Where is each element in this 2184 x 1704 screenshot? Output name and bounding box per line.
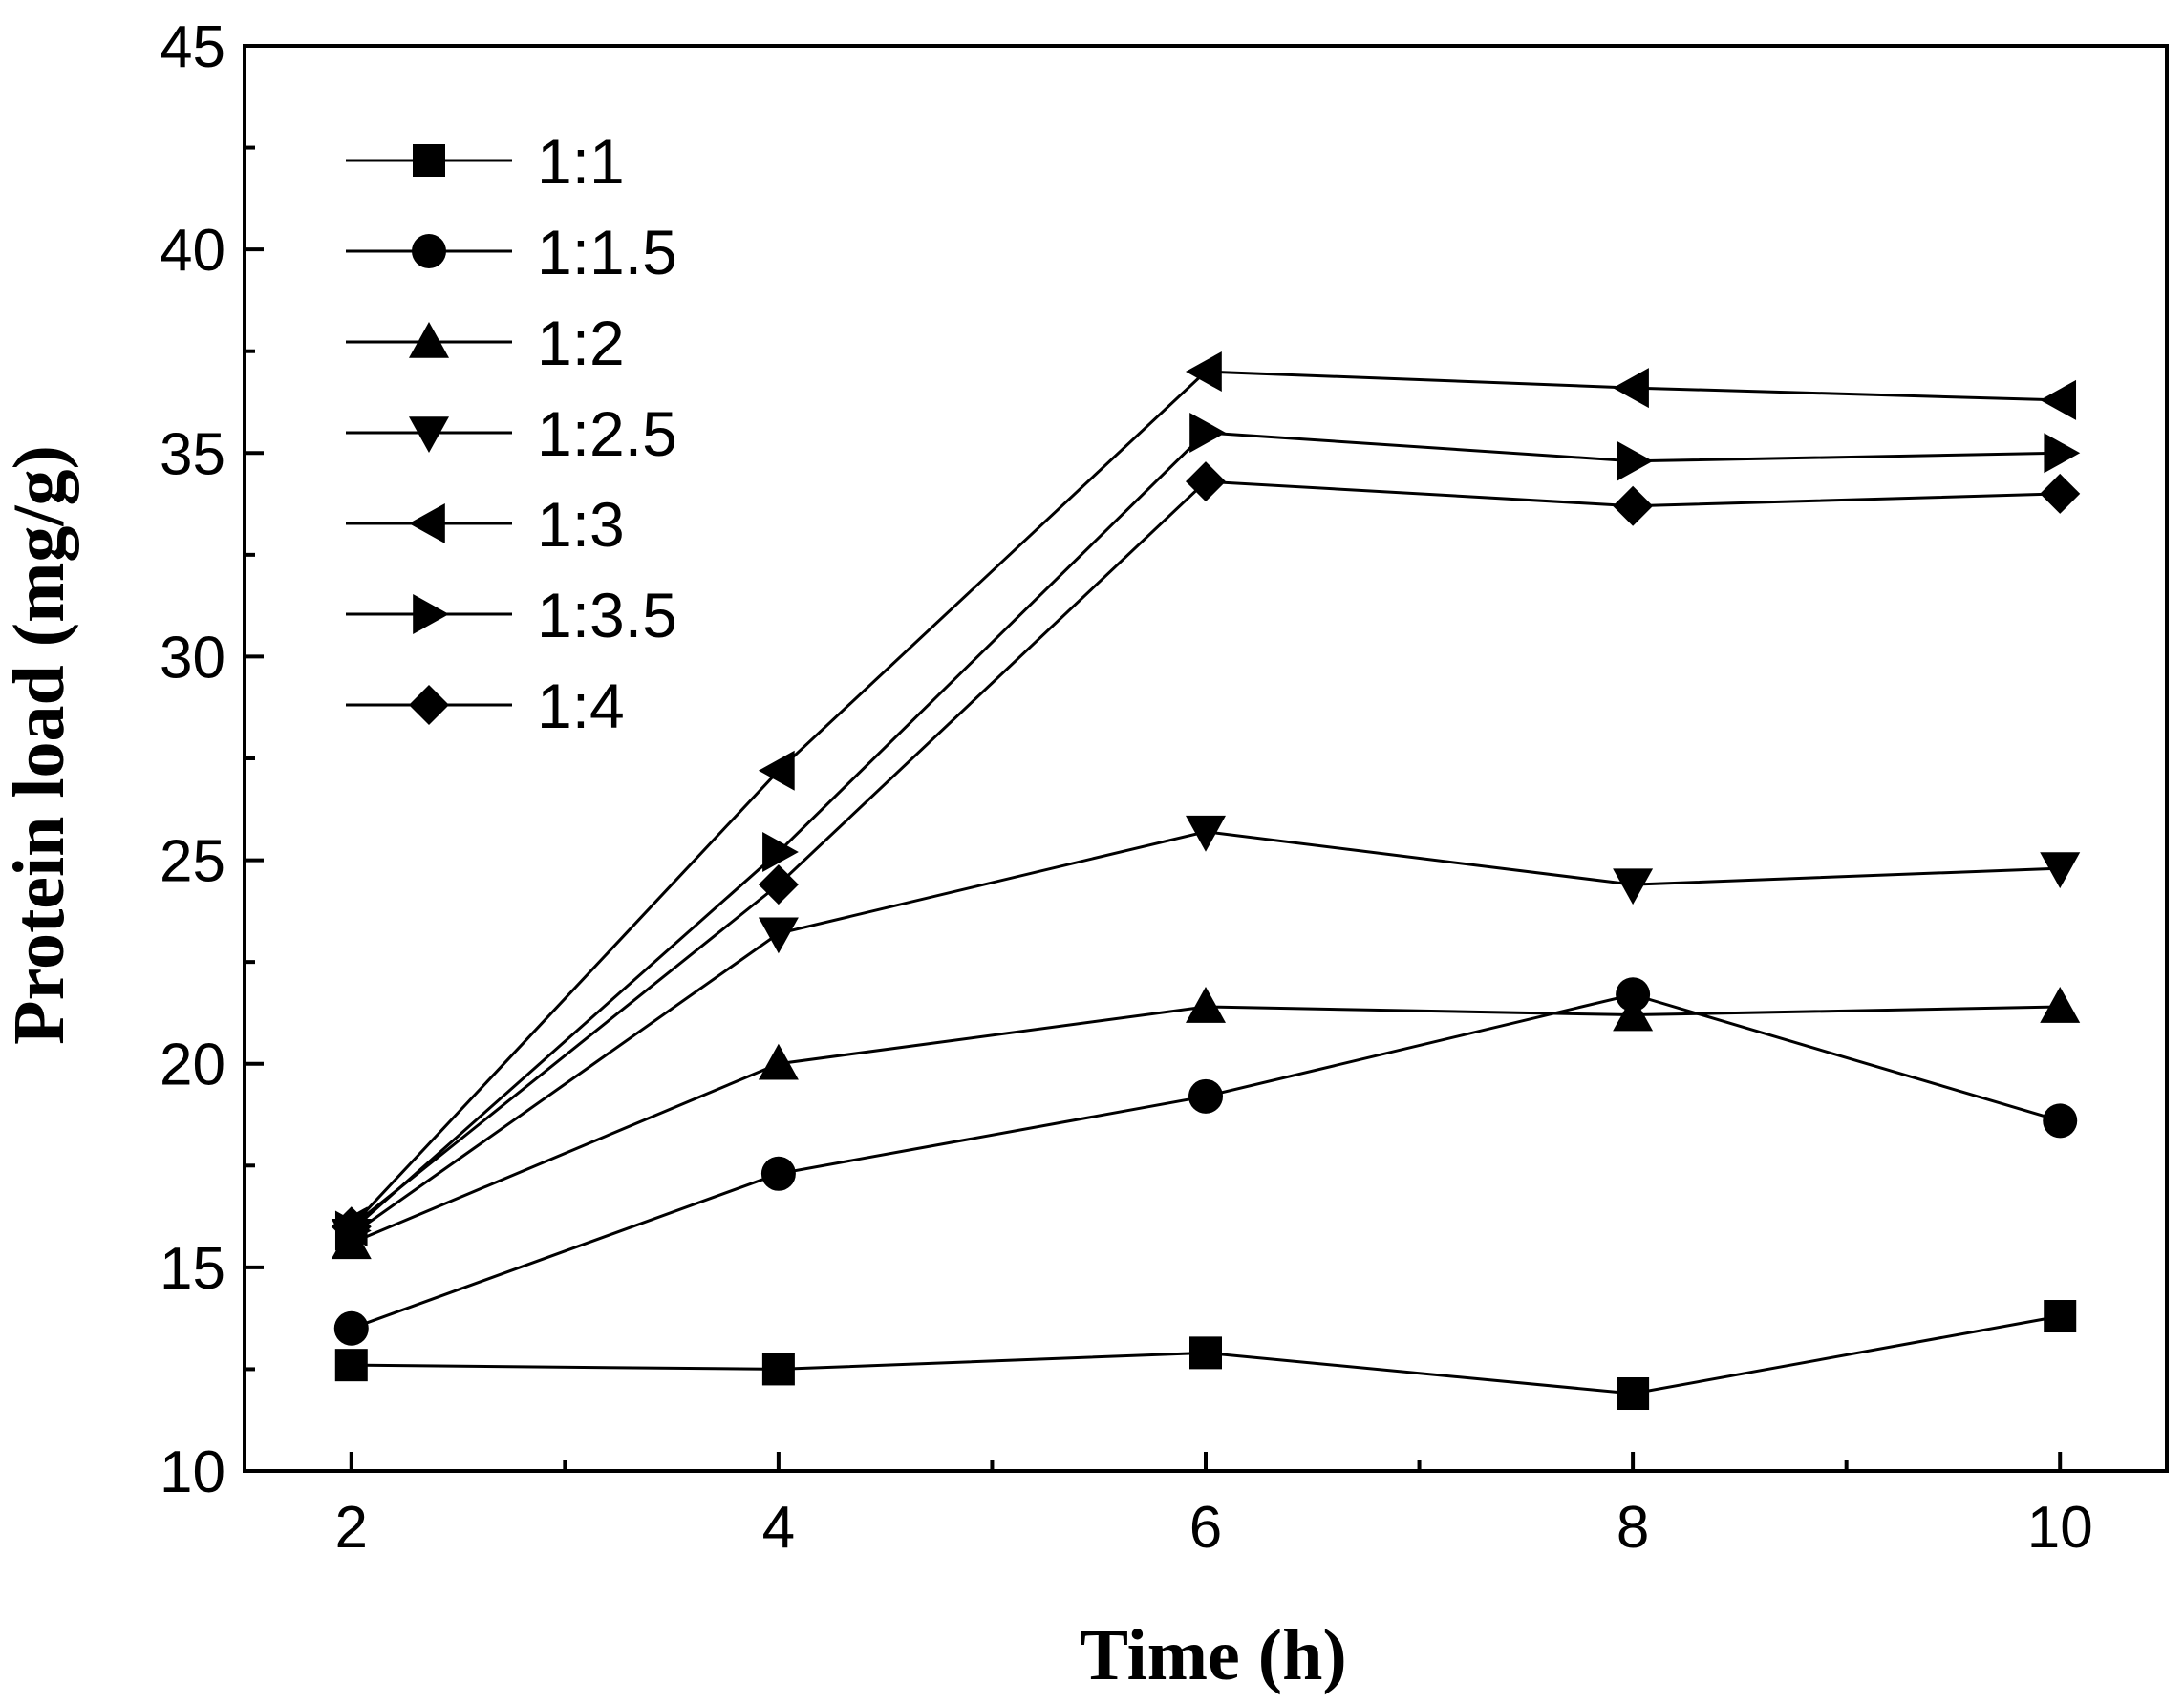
data-point-triangle-right	[1189, 412, 1226, 453]
plot-area-border	[243, 44, 2169, 1473]
series-1-1	[334, 1300, 2077, 1411]
legend-item: 1:3	[346, 489, 625, 560]
data-point-square	[761, 1353, 795, 1386]
data-point-triangle-up	[1186, 987, 1226, 1023]
series-1-2	[331, 987, 2081, 1260]
data-point-triangle-left	[1186, 351, 1222, 393]
data-point-diamond	[2040, 473, 2081, 514]
legend-item: 1:3.5	[346, 580, 677, 650]
data-point-triangle-left	[758, 750, 795, 791]
legend-marker-circle	[412, 234, 446, 268]
data-point-triangle-left	[1613, 368, 1649, 409]
legend-item: 1:1	[346, 126, 625, 197]
data-point-square	[2044, 1300, 2077, 1333]
data-point-diamond	[758, 864, 799, 905]
data-point-triangle-right	[1617, 440, 1654, 481]
legend: 1:1 1:1.5 1:2 1:2.5 1:3 1:3.5 1:4	[346, 126, 677, 741]
series-1-1-5	[333, 977, 2078, 1346]
y-axis-title: Protein load (mg/g)	[0, 445, 79, 1045]
data-point-triangle-right	[762, 832, 799, 873]
series-1-2-5	[331, 815, 2081, 1255]
data-point-square	[334, 1349, 368, 1382]
data-point-triangle-right	[2044, 433, 2081, 474]
legend-label: 1:3	[537, 489, 625, 560]
y-tick-label: 30	[160, 625, 225, 691]
y-tick-label: 40	[160, 218, 225, 284]
legend-label: 1:1.5	[537, 217, 677, 288]
data-point-square	[1189, 1336, 1222, 1370]
y-tick-label: 20	[160, 1033, 225, 1098]
series-line	[350, 830, 2061, 1236]
series-line	[351, 1005, 2061, 1245]
x-tick-label: 4	[762, 1495, 795, 1561]
legend-item: 1:1.5	[346, 217, 677, 288]
legend-label: 1:1	[537, 126, 625, 197]
data-point-circle	[1616, 977, 1651, 1012]
x-axis-title: Time (h)	[1080, 1615, 1346, 1695]
data-point-circle	[2043, 1103, 2078, 1139]
data-point-diamond	[1613, 485, 1654, 526]
series-group	[331, 351, 2081, 1411]
y-tick-label: 25	[160, 829, 225, 895]
data-point-triangle-down	[1186, 815, 1226, 852]
data-point-triangle-down	[1613, 868, 1654, 905]
data-point-square	[1617, 1377, 1650, 1411]
legend-item: 1:4	[346, 671, 625, 741]
x-tick-label: 6	[1189, 1495, 1222, 1561]
legend-label: 1:2.5	[537, 398, 677, 469]
data-point-diamond	[1186, 461, 1226, 502]
legend-item: 1:2	[346, 308, 625, 378]
data-point-triangle-up	[1613, 994, 1654, 1032]
y-tick-label: 45	[160, 14, 225, 80]
x-tick-label: 8	[1617, 1495, 1649, 1561]
data-point-triangle-left	[2040, 379, 2077, 420]
data-point-diamond	[331, 1206, 372, 1247]
plot-frame	[243, 44, 2169, 1473]
legend-label: 1:3.5	[537, 580, 677, 650]
x-tick-label: 10	[2027, 1495, 2093, 1561]
data-point-circle	[760, 1156, 796, 1191]
data-point-triangle-up	[758, 1043, 799, 1080]
series-1-4	[331, 461, 2081, 1247]
data-point-triangle-down	[2040, 852, 2081, 889]
legend-item: 1:2.5	[346, 398, 677, 469]
data-point-triangle-up	[2040, 987, 2081, 1023]
legend-marker-triangle-up	[409, 322, 449, 358]
legend-marker-triangle-left	[409, 503, 445, 543]
data-point-circle	[333, 1310, 369, 1346]
y-tick-label: 35	[160, 421, 225, 487]
legend-marker-triangle-right	[413, 594, 449, 634]
legend-marker-triangle-down	[409, 416, 449, 453]
y-axis: 10 15 20 25 30 35 40 45	[160, 14, 264, 1505]
x-axis: 2 4 6 8 10	[335, 1452, 2093, 1561]
legend-marker-square	[413, 144, 445, 177]
legend-label: 1:4	[537, 671, 625, 741]
y-tick-label: 10	[160, 1439, 225, 1505]
data-point-circle	[1188, 1078, 1223, 1114]
data-point-triangle-down	[758, 917, 799, 954]
y-tick-label: 15	[160, 1236, 225, 1302]
legend-marker-diamond	[409, 685, 449, 725]
legend-label: 1:2	[537, 308, 625, 378]
x-tick-label: 2	[335, 1495, 368, 1561]
series-line	[351, 992, 2061, 1331]
